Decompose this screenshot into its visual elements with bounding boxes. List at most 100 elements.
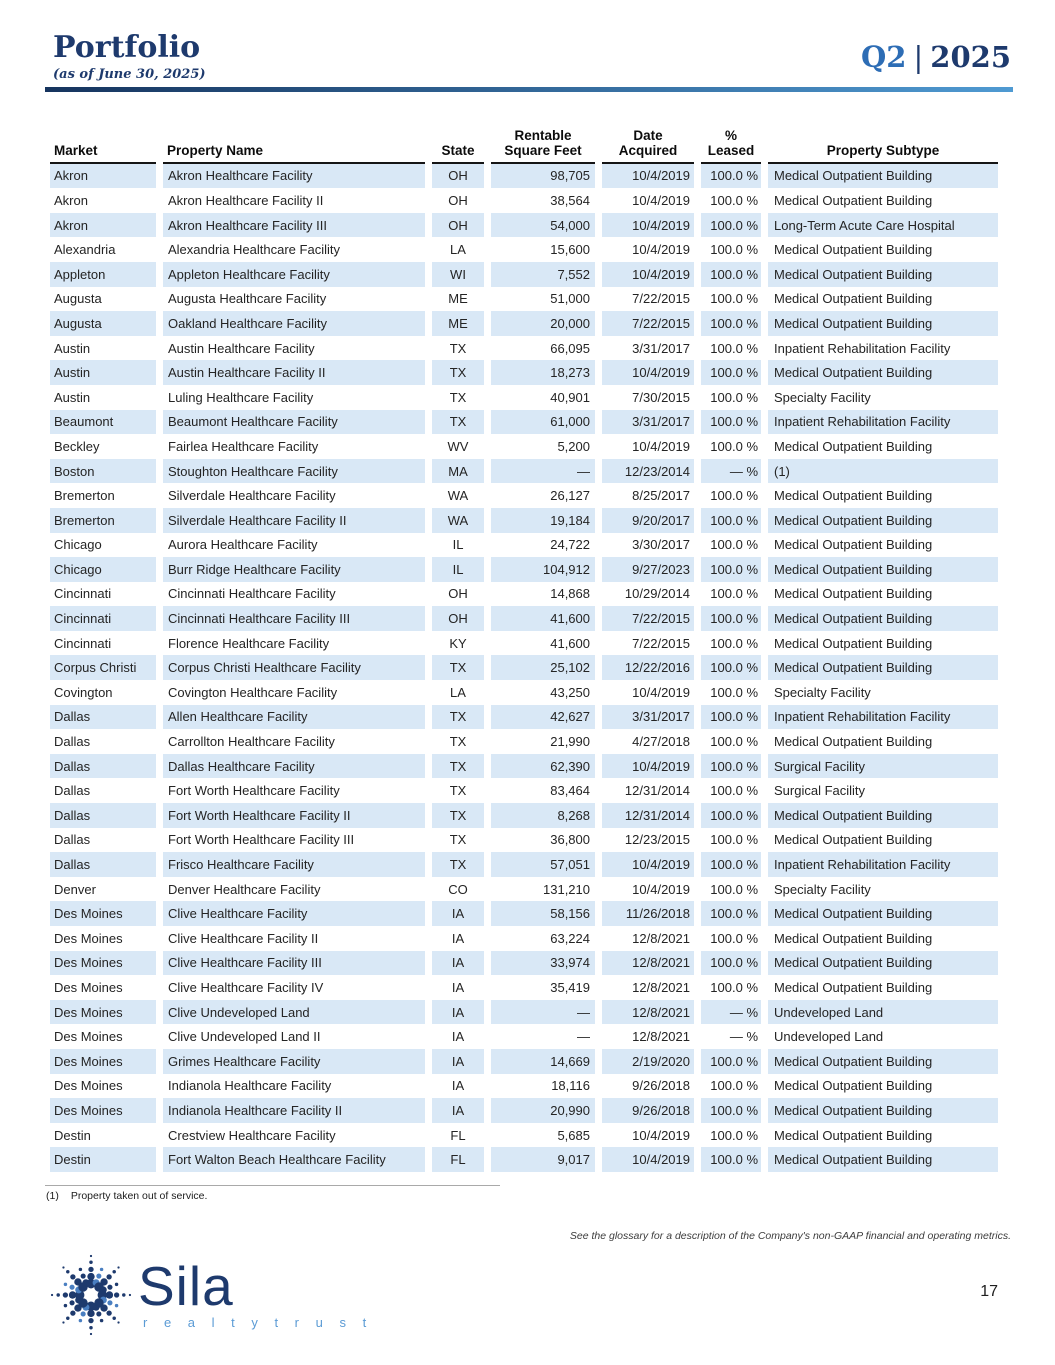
cell-property-subtype: Medical Outpatient Building xyxy=(768,655,998,681)
cell-market: Beckley xyxy=(54,438,100,454)
table-row: Dallas Fort Worth Healthcare Facility TX 83… xyxy=(50,778,998,803)
cell-percent-leased: 100.0 % xyxy=(710,242,758,258)
table-row: Alexandria Alexandria Healthcare Facility… xyxy=(50,237,998,262)
cell-date-acquired: 9/27/2023 xyxy=(602,557,694,582)
cell-percent-leased: 100.0 % xyxy=(701,261,761,287)
cell-property-subtype: Medical Outpatient Building xyxy=(774,734,933,750)
table-row: Beckley Fairlea Healthcare Facility WV 5,20… xyxy=(50,434,998,459)
cell-percent-leased: 100.0 % xyxy=(710,1127,758,1143)
cell-percent-leased: 100.0 % xyxy=(710,389,758,405)
cell-property-subtype: Undeveloped Land xyxy=(768,999,998,1025)
cell-state: TX xyxy=(449,389,467,405)
cell-rentable-square-feet: — xyxy=(491,458,595,484)
cell-rentable-square-feet: — xyxy=(491,999,595,1025)
column-header-date-acquired: Date Acquired xyxy=(602,119,694,164)
cell-rentable-square-feet: 131,210 xyxy=(543,881,590,897)
cell-rentable-square-feet: 62,390 xyxy=(491,753,595,779)
cell-property-name: Augusta Healthcare Facility xyxy=(168,291,327,307)
cell-market: Cincinnati xyxy=(54,586,112,602)
cell-property-subtype: Medical Outpatient Building xyxy=(768,557,998,582)
cell-market: Austin xyxy=(50,360,156,385)
cell-rentable-square-feet: 18,273 xyxy=(491,360,595,385)
cell-property-subtype: Medical Outpatient Building xyxy=(774,979,933,995)
table-row: Destin Fort Walton Beach Healthcare Facil… xyxy=(50,1147,998,1172)
cell-date-acquired: 12/8/2021 xyxy=(602,999,694,1025)
logo-name: Sila xyxy=(138,1254,234,1317)
cell-percent-leased: 100.0 % xyxy=(701,950,761,976)
cell-state: IA xyxy=(432,901,484,926)
cell-percent-leased: 100.0 % xyxy=(710,1078,758,1094)
cell-percent-leased: 100.0 % xyxy=(710,488,758,504)
cell-date-acquired: 7/22/2015 xyxy=(632,291,690,307)
cell-property-name: Clive Healthcare Facility xyxy=(163,901,425,926)
cell-date-acquired: 12/8/2021 xyxy=(632,979,690,995)
cell-property-name: Cincinnati Healthcare Facility xyxy=(168,586,336,602)
table-row: Bremerton Silverdale Healthcare Facility … xyxy=(50,507,998,533)
cell-property-name: Fort Walton Beach Healthcare Facility xyxy=(163,1147,425,1172)
quarter-value: Q2 xyxy=(861,40,907,74)
cell-percent-leased: 100.0 % xyxy=(701,753,761,779)
cell-rentable-square-feet: 14,669 xyxy=(491,1048,595,1074)
cell-property-subtype: Medical Outpatient Building xyxy=(768,1147,998,1172)
cell-property-subtype: Specialty Facility xyxy=(774,684,871,700)
cell-property-name: Denver Healthcare Facility xyxy=(168,881,321,897)
table-row: Des Moines Clive Healthcare Facility II IA… xyxy=(50,926,998,951)
cell-property-subtype: Inpatient Rehabilitation Facility xyxy=(768,409,998,435)
cell-rentable-square-feet: 58,156 xyxy=(491,901,595,926)
cell-property-name: Fairlea Healthcare Facility xyxy=(168,438,319,454)
column-header-state: State xyxy=(432,119,484,164)
table-row: Dallas Frisco Healthcare Facility TX 57,051… xyxy=(50,852,998,877)
cell-property-subtype: Surgical Facility xyxy=(768,753,998,779)
cell-property-subtype: Medical Outpatient Building xyxy=(774,832,933,848)
cell-percent-leased: 100.0 % xyxy=(710,635,758,651)
cell-state: TX xyxy=(432,655,484,681)
cell-market: Dallas xyxy=(54,783,91,799)
cell-market: Chicago xyxy=(54,537,102,553)
cell-state: IA xyxy=(432,999,484,1025)
cell-property-subtype: Surgical Facility xyxy=(774,783,866,799)
cell-rentable-square-feet: 41,600 xyxy=(491,606,595,631)
cell-percent-leased: 100.0 % xyxy=(710,192,758,208)
cell-rentable-square-feet: 36,800 xyxy=(550,832,590,848)
cell-state: LA xyxy=(450,684,466,700)
cell-property-subtype: Medical Outpatient Building xyxy=(768,950,998,976)
cell-market: Dallas xyxy=(50,803,156,828)
cell-date-acquired: 10/4/2019 xyxy=(632,438,690,454)
cell-market: Destin xyxy=(50,1147,156,1172)
cell-state: IL xyxy=(432,557,484,582)
cell-rentable-square-feet: 5,685 xyxy=(557,1127,590,1143)
cell-date-acquired: 10/4/2019 xyxy=(632,1127,690,1143)
cell-percent-leased: 100.0 % xyxy=(710,979,758,995)
cell-date-acquired: 11/26/2018 xyxy=(602,901,694,926)
cell-market: Appleton xyxy=(50,261,156,287)
cell-state: IA xyxy=(432,950,484,976)
cell-rentable-square-feet: 7,552 xyxy=(491,261,595,287)
cell-property-subtype: Medical Outpatient Building xyxy=(768,360,998,385)
table-row: Denver Denver Healthcare Facility CO 131,21… xyxy=(50,877,998,902)
cell-market: Dallas xyxy=(54,734,91,750)
cell-property-subtype: Specialty Facility xyxy=(774,881,871,897)
cell-state: TX xyxy=(449,783,467,799)
cell-property-name: Crestview Healthcare Facility xyxy=(168,1127,336,1143)
page-subtitle: (as of June 30, 2025) xyxy=(53,66,206,82)
cell-state: IA xyxy=(451,979,465,995)
cell-percent-leased: 100.0 % xyxy=(701,1098,761,1123)
table-row: Des Moines Indianola Healthcare Facility I… xyxy=(50,1074,998,1099)
cell-state: TX xyxy=(432,803,484,828)
cell-market: Augusta xyxy=(54,291,102,307)
column-header-property-name: Property Name xyxy=(163,119,425,164)
cell-property-subtype: Medical Outpatient Building xyxy=(768,901,998,926)
cell-property-subtype: Medical Outpatient Building xyxy=(774,1127,933,1143)
cell-property-subtype: Medical Outpatient Building xyxy=(768,507,998,533)
cell-property-name: Fort Worth Healthcare Facility xyxy=(168,783,340,799)
cell-date-acquired: 9/26/2018 xyxy=(602,1098,694,1123)
table-row: Dallas Fort Worth Healthcare Facility III… xyxy=(50,828,998,853)
cell-state: TX xyxy=(432,704,484,730)
cell-percent-leased: 100.0 % xyxy=(710,734,758,750)
cell-market: Akron xyxy=(50,163,156,189)
cell-property-subtype: Medical Outpatient Building xyxy=(768,1048,998,1074)
cell-market: Des Moines xyxy=(50,901,156,926)
cell-property-name: Fort Worth Healthcare Facility II xyxy=(163,803,425,828)
cell-percent-leased: 100.0 % xyxy=(701,704,761,730)
